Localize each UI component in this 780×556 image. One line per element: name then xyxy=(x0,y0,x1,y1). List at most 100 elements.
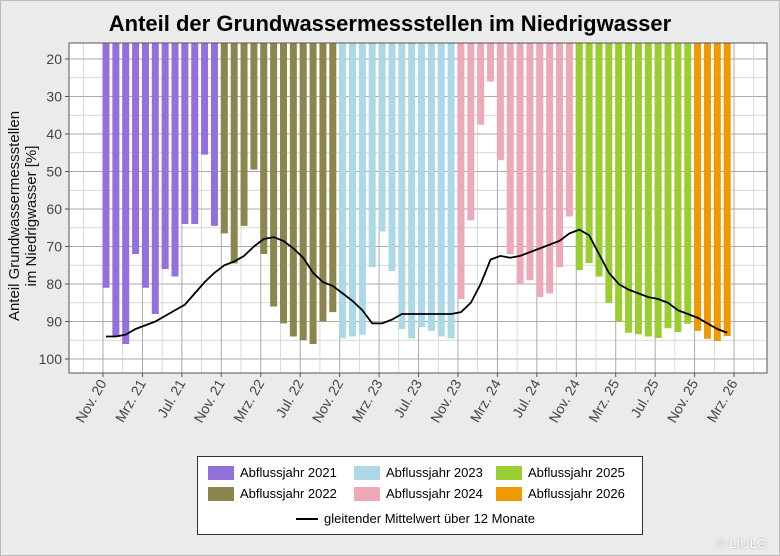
chart-title: Anteil der Grundwassermessstellen im Nie… xyxy=(108,11,672,36)
x-tick-label: Nov. 24 xyxy=(545,376,583,425)
bar-abflussjahr-2024 xyxy=(556,43,564,268)
bar-abflussjahr-2021 xyxy=(161,43,169,269)
bar-abflussjahr-2025 xyxy=(654,43,662,338)
copyright: © LfULG xyxy=(716,536,767,551)
x-tick-label: Mrz. 21 xyxy=(112,376,149,425)
bar-abflussjahr-2026 xyxy=(703,43,711,339)
legend-label: Abflussjahr 2023 xyxy=(386,465,483,480)
bar-abflussjahr-2022 xyxy=(240,43,248,226)
legend-item-2025: Abflussjahr 2025 xyxy=(496,465,625,480)
y-tick-label: 90 xyxy=(46,314,62,330)
bar-abflussjahr-2022 xyxy=(329,43,337,313)
bar-abflussjahr-2025 xyxy=(664,43,672,329)
legend-swatch xyxy=(208,465,234,480)
bar-abflussjahr-2022 xyxy=(260,43,268,254)
legend-swatch xyxy=(354,486,380,501)
bar-abflussjahr-2023 xyxy=(349,43,356,337)
bar-abflussjahr-2022 xyxy=(319,43,327,322)
bar-abflussjahr-2021 xyxy=(141,43,149,288)
bar-abflussjahr-2023 xyxy=(447,43,455,339)
bar-abflussjahr-2025 xyxy=(634,43,642,335)
legend-label: Abflussjahr 2024 xyxy=(386,486,483,501)
legend-item-moving-average: gleitender Mittelwert über 12 Monate xyxy=(296,511,535,526)
bar-abflussjahr-2025 xyxy=(674,43,682,332)
x-tick-label: Jul. 21 xyxy=(154,376,189,420)
legend-label: Abflussjahr 2022 xyxy=(240,486,337,501)
bar-abflussjahr-2023 xyxy=(388,43,396,271)
x-tick-label: Mrz. 22 xyxy=(230,376,267,425)
bar-abflussjahr-2025 xyxy=(575,43,583,271)
bar-abflussjahr-2022 xyxy=(250,43,258,170)
bar-abflussjahr-2025 xyxy=(644,43,652,337)
bar-abflussjahr-2025 xyxy=(615,43,623,322)
x-tick-label: Nov. 21 xyxy=(190,376,228,425)
legend-item-2023: Abflussjahr 2023 xyxy=(354,465,483,480)
x-tick-label: Nov. 20 xyxy=(72,376,110,425)
x-tick-label: Jul. 22 xyxy=(272,376,307,420)
bar-abflussjahr-2024 xyxy=(565,43,573,217)
bar-abflussjahr-2024 xyxy=(496,43,504,161)
bar-abflussjahr-2023 xyxy=(358,43,366,335)
bar-abflussjahr-2023 xyxy=(418,43,426,328)
moving-average-line xyxy=(106,228,728,338)
bar-abflussjahr-2026 xyxy=(723,43,731,337)
bar-abflussjahr-2022 xyxy=(289,43,297,337)
x-tick-label: Jul. 23 xyxy=(391,376,426,420)
legend-swatch xyxy=(496,465,522,480)
x-tick-label: Nov. 22 xyxy=(309,376,347,425)
bar-abflussjahr-2022 xyxy=(220,43,228,234)
legend-swatch xyxy=(496,486,522,501)
legend-item-2022: Abflussjahr 2022 xyxy=(208,486,337,501)
bar-abflussjahr-2025 xyxy=(585,43,593,263)
bar-abflussjahr-2021 xyxy=(181,43,189,224)
bar-abflussjahr-2025 xyxy=(684,43,692,324)
bar-abflussjahr-2022 xyxy=(270,43,278,307)
bar-abflussjahr-2021 xyxy=(102,43,110,288)
x-tick-label: Jul. 25 xyxy=(627,376,662,420)
legend-label: Abflussjahr 2025 xyxy=(528,465,625,480)
legend-label: Abflussjahr 2026 xyxy=(528,486,625,501)
bar-abflussjahr-2021 xyxy=(122,43,130,344)
plot-area: 20 30 40 50 60 70 80 90 100 Nov. 20 Mrz. 21 Jul. 21… xyxy=(39,42,768,425)
x-tick-label: Nov. 25 xyxy=(664,376,702,425)
bar-abflussjahr-2024 xyxy=(477,43,485,125)
bar-abflussjahr-2021 xyxy=(201,43,209,155)
legend-item-2021: Abflussjahr 2021 xyxy=(208,465,337,480)
bar-abflussjahr-2023 xyxy=(339,43,347,339)
y-tick-label: 60 xyxy=(46,201,62,217)
x-tick-label: Mrz. 26 xyxy=(703,376,740,425)
bar-abflussjahr-2022 xyxy=(230,43,238,264)
legend-swatch xyxy=(354,465,380,480)
y-tick-label: 20 xyxy=(46,51,62,67)
bar-abflussjahr-2023 xyxy=(427,43,435,331)
x-tick-label: Mrz. 24 xyxy=(467,376,504,425)
bar-abflussjahr-2024 xyxy=(457,43,465,299)
legend: Abflussjahr 2021 Abflussjahr 2022 Abflus… xyxy=(197,456,643,535)
y-tick-label: 30 xyxy=(46,89,62,105)
x-tick-label: Mrz. 25 xyxy=(585,376,622,425)
bar-abflussjahr-2024 xyxy=(516,43,524,284)
legend-item-2026: Abflussjahr 2026 xyxy=(496,486,625,501)
bar-abflussjahr-2024 xyxy=(536,43,544,298)
bar-abflussjahr-2022 xyxy=(299,43,307,341)
y-tick-label: 50 xyxy=(46,164,62,180)
bar-abflussjahr-2021 xyxy=(132,43,140,254)
bar-abflussjahr-2021 xyxy=(151,43,159,314)
bar-abflussjahr-2021 xyxy=(112,43,120,337)
bar-abflussjahr-2025 xyxy=(595,43,603,277)
bar-abflussjahr-2026 xyxy=(694,43,702,331)
bar-abflussjahr-2024 xyxy=(546,43,554,294)
plot-border xyxy=(68,42,768,374)
legend-label: Abflussjahr 2021 xyxy=(240,465,337,480)
bar-abflussjahr-2025 xyxy=(625,43,633,333)
bar-abflussjahr-2025 xyxy=(605,43,613,303)
y-tick-label: 80 xyxy=(46,276,62,292)
legend-swatch xyxy=(208,486,234,501)
y-tick-label: 100 xyxy=(39,351,63,367)
bar-abflussjahr-2024 xyxy=(506,43,514,254)
bar-abflussjahr-2022 xyxy=(279,43,287,324)
y-tick-label: 40 xyxy=(46,126,62,142)
x-tick-label: Nov. 23 xyxy=(427,376,465,425)
bar-abflussjahr-2021 xyxy=(191,43,199,224)
